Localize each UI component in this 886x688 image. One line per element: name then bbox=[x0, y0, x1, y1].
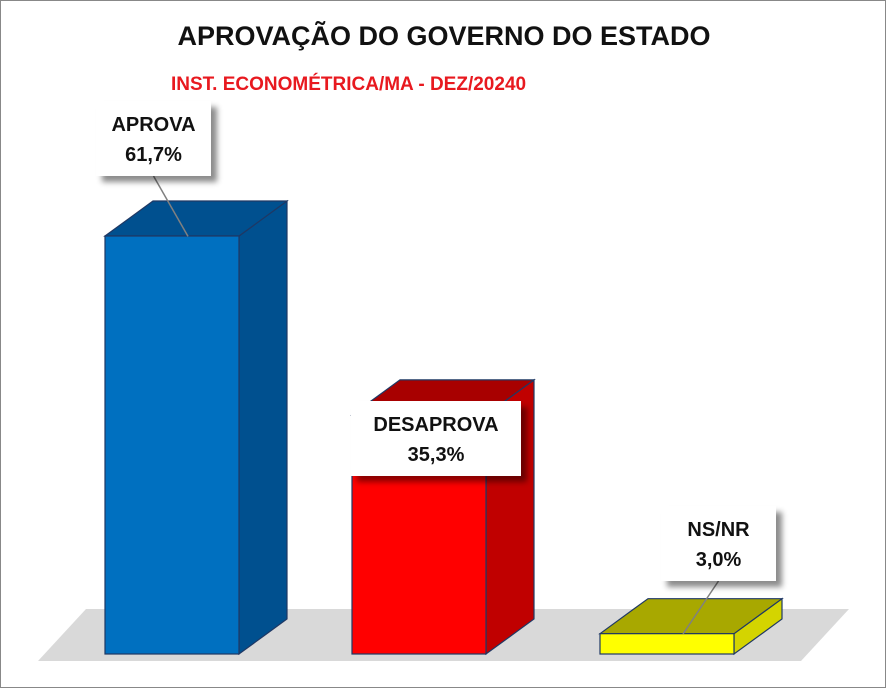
data-label: 3,0% bbox=[696, 549, 742, 571]
chart-subtitle: INST. ECONOMÉTRICA/MA - DEZ/20240 bbox=[171, 74, 527, 95]
data-label: 61,7% bbox=[125, 144, 182, 166]
data-label-box bbox=[351, 401, 521, 476]
data-label-box bbox=[661, 506, 776, 581]
bar-nsnr bbox=[599, 633, 735, 655]
category-label: DESAPROVA bbox=[373, 414, 498, 436]
data-label-box bbox=[96, 101, 211, 176]
category-label: NS/NR bbox=[687, 519, 750, 541]
category-label: APROVA bbox=[111, 114, 195, 136]
bar-side bbox=[238, 199, 288, 656]
chart-title: APROVAÇÃO DO GOVERNO DO ESTADO bbox=[177, 21, 711, 51]
data-label: 35,3% bbox=[408, 444, 465, 466]
leader-line bbox=[152, 175, 189, 237]
bar-aprova bbox=[104, 235, 240, 655]
leader-line bbox=[682, 580, 720, 635]
